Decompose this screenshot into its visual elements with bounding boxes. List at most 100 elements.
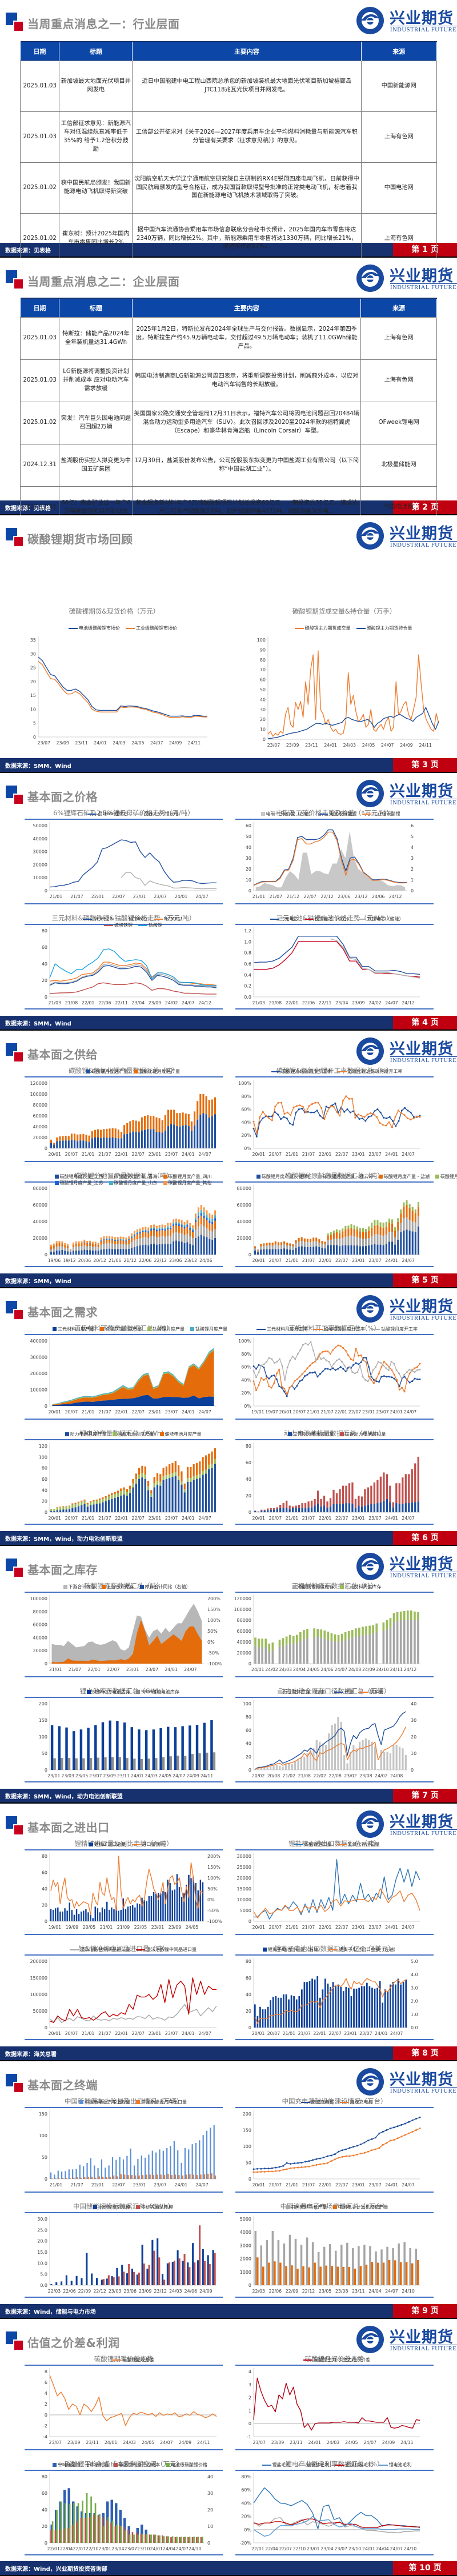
legend-label: 铁锂电芯（储能）: [367, 916, 404, 922]
point-marker: [385, 1367, 387, 1369]
x-tick-label: 20/07: [65, 1516, 78, 1521]
bar: [209, 1223, 211, 1231]
bar: [105, 2168, 106, 2179]
bar: [56, 1507, 58, 1508]
point-marker: [258, 1384, 260, 1386]
bar: [162, 1468, 165, 1477]
bar: [176, 2537, 178, 2543]
bar: [310, 1500, 313, 1508]
bar: [78, 1250, 80, 1255]
bar: [111, 1249, 113, 1255]
bar: [117, 1237, 119, 1240]
point-marker: [278, 1368, 280, 1371]
bar: [254, 1250, 256, 1255]
legend-label: 前驱体毛利: [306, 2462, 330, 2467]
point-marker: [271, 1119, 273, 1121]
y2-tick-label: 40: [207, 2474, 213, 2479]
point-marker: [278, 1385, 280, 1388]
bar: [368, 1238, 370, 1246]
legend-item: 进口量同比: [131, 1841, 165, 1848]
bar: [181, 1223, 183, 1225]
bar: [283, 1244, 286, 1249]
chart: 动力电池全库存口径数据汇总（万辆）02040608010001020304020…: [235, 1684, 434, 1782]
x-tick-label: 23/01: [133, 894, 146, 899]
bar: [324, 1248, 326, 1255]
bar: [124, 2174, 126, 2179]
bar: [414, 1502, 416, 1512]
bar: [339, 1246, 341, 1255]
bar: [145, 1232, 147, 1237]
bar: [50, 1909, 52, 1922]
bar: [339, 1233, 341, 1240]
point-marker: [262, 1111, 264, 1113]
x-tick-label: 22/01: [319, 1516, 332, 1521]
x-tick-label: 22/07: [335, 2182, 348, 2188]
bar: [363, 1986, 366, 2028]
chart-title-rule: [25, 819, 223, 820]
legend-item: 铁锂电芯（动力）: [304, 916, 351, 922]
bar: [70, 2281, 73, 2285]
bar: [194, 1125, 196, 1148]
x-tick-label: 22/01: [91, 894, 105, 899]
bar: [186, 1225, 189, 1227]
point-marker: [252, 1380, 255, 1383]
x-tick-label: 23/03: [109, 2289, 122, 2294]
bar: [174, 1889, 176, 1921]
x-tick-label: 23/09: [103, 1773, 116, 1778]
bar: [291, 1508, 294, 1512]
bar: [166, 2536, 168, 2543]
chart-bottom-rule: [25, 1934, 223, 1935]
bar: [145, 1244, 147, 1255]
y-tick-label: 0: [248, 2177, 251, 2182]
legend-item: 三元材料月度开工率: [256, 1326, 308, 1332]
bar: [109, 1720, 111, 1770]
x-tick-label: 20/07: [269, 2182, 282, 2188]
bar: [288, 1643, 291, 1664]
legend-label: 磷酸铁锂月度产量: [105, 1327, 142, 1332]
y-tick-label: 80000: [33, 1186, 47, 1191]
point-marker: [396, 2125, 399, 2128]
legend-label: 碳酸锂月度产量 - 锂辉石: [262, 1174, 312, 1179]
line-series: [255, 1711, 406, 1770]
bar: [275, 1765, 278, 1770]
x-tick-label: 23/01: [352, 1258, 365, 1263]
bar: [313, 1637, 315, 1664]
bar: [120, 1496, 122, 1512]
y-tick-label: 100%: [238, 1081, 251, 1086]
bar: [392, 1622, 395, 1664]
point-marker: [404, 1107, 406, 1109]
bar: [193, 2174, 194, 2179]
point-marker: [283, 1116, 285, 1118]
bar: [371, 1236, 373, 1245]
bar: [200, 1209, 202, 1213]
point-marker: [419, 1116, 421, 1118]
y-tick-label: 0: [45, 1768, 47, 1773]
point-marker: [393, 2139, 395, 2141]
line-series: [253, 2515, 420, 2537]
bar: [75, 2169, 77, 2179]
line-series: [253, 936, 420, 975]
bar: [282, 1638, 284, 1646]
bar: [254, 2004, 256, 2028]
y-tick-label: 0: [248, 1510, 251, 1515]
bar: [350, 1224, 352, 1228]
chart: 碳酸锂分原料产量数据汇总（吨） 0 20000 40000 60000 80000 20/0…: [235, 1169, 457, 1267]
point-marker: [350, 1358, 352, 1360]
y-tick-label: 20: [42, 2524, 47, 2529]
bar: [68, 1506, 71, 1509]
bar: [405, 2262, 408, 2285]
bar: [142, 2175, 144, 2179]
x-tick-label: 22/01: [319, 2182, 332, 2188]
point-marker: [327, 1368, 329, 1370]
bar: [207, 2255, 209, 2285]
bar: [114, 1237, 116, 1240]
x-tick-label: 20/01: [252, 1152, 265, 1157]
bar: [294, 1761, 296, 1770]
bar: [142, 1232, 144, 1238]
bar: [330, 1232, 332, 1235]
bar: [290, 1995, 292, 2028]
legend-swatch-icon: [139, 1585, 144, 1589]
line-series: [49, 1977, 217, 2023]
y-tick-label: 20000: [237, 1236, 251, 1241]
slide-footer: 数据来源：SMM、Wind 第 3 页: [0, 758, 457, 773]
